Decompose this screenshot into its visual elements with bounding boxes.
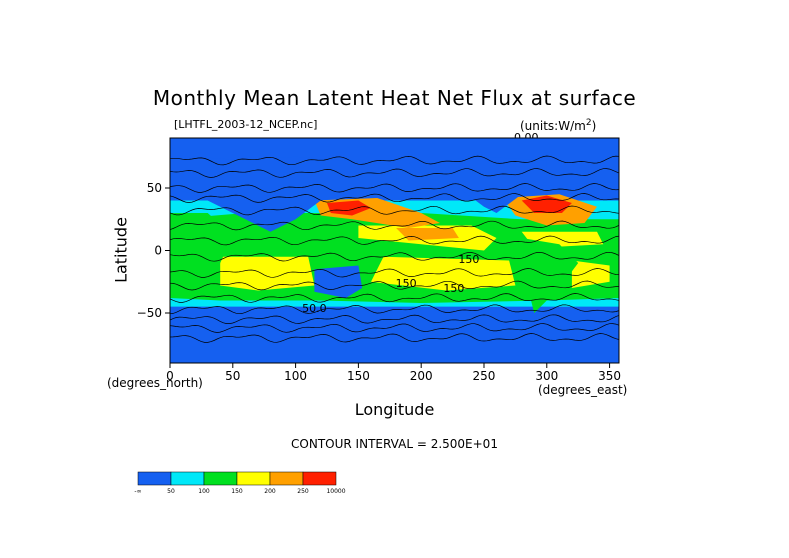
contour-line <box>170 293 619 303</box>
contour-label: 150 <box>396 277 417 290</box>
land-australia <box>314 265 363 298</box>
colorbar-tick-label: 10000 <box>326 488 345 495</box>
x-tick-label: 300 <box>535 369 558 383</box>
contour-lines <box>170 155 619 343</box>
colorbar-swatch <box>170 471 205 486</box>
contour-labels: 150 150 150 50.0 <box>302 253 479 315</box>
contour-label: 150 <box>458 253 479 266</box>
contour-line <box>170 304 619 315</box>
colorbar-swatch <box>236 471 271 486</box>
x-axis: 0 50 100 150 200 250 300 350 <box>166 363 621 383</box>
x-units-label-east: (degrees_east) <box>538 383 628 397</box>
colorbar-tick-label: 200 <box>264 488 276 495</box>
x-tick-label: 150 <box>347 369 370 383</box>
contour-line <box>170 220 619 231</box>
x-tick-label: 0 <box>166 369 174 383</box>
band-yellow-indian <box>220 256 315 291</box>
contour-line <box>170 155 619 166</box>
x-tick-label: 50 <box>225 369 240 383</box>
contour-label: 150 <box>443 282 464 295</box>
y-tick-label: 0 <box>154 244 162 258</box>
y-tick-label: 50 <box>147 181 162 195</box>
contour-line <box>170 314 619 324</box>
contour-interval-label: CONTOUR INTERVAL = 2.500E+01 <box>291 437 498 451</box>
land-eurasia <box>170 156 397 232</box>
colorbar-tick-label: -∞ <box>134 488 141 495</box>
y-tick-label: −50 <box>137 306 162 320</box>
colorbar-swatch <box>302 471 337 486</box>
x-tick-label: 250 <box>473 369 496 383</box>
contour-line <box>170 280 619 291</box>
y-axis: 50 0 −50 <box>137 181 170 320</box>
contour-line <box>170 193 619 203</box>
x-tick-label: 100 <box>284 369 307 383</box>
chart-title: Monthly Mean Latent Heat Net Flux at sur… <box>152 86 637 110</box>
band-orange-npac-sub <box>396 228 459 241</box>
land-north-america <box>408 156 547 213</box>
file-label: [LHTFL_2003-12_NCEP.nc] <box>174 118 318 131</box>
x-units-label: (degrees_north) <box>107 376 203 390</box>
x-tick-label: 350 <box>598 369 621 383</box>
colorbar-swatch <box>137 471 172 486</box>
flux-bands <box>170 140 619 363</box>
land-africa <box>170 213 233 293</box>
units-label: (units:W/m2) <box>520 118 597 133</box>
contour-line <box>170 235 619 246</box>
colorbar-swatch <box>269 471 304 486</box>
contour-line <box>170 268 619 278</box>
contour-line <box>170 251 619 262</box>
contour-line <box>170 333 619 343</box>
x-axis-label: Longitude <box>354 400 435 419</box>
contour-line <box>170 323 619 333</box>
colorbar-tick-label: 150 <box>231 488 243 495</box>
contour-label: 50.0 <box>302 302 327 315</box>
land-antarctica <box>170 335 619 363</box>
contour-line <box>170 183 619 193</box>
colorbar-swatch <box>203 471 238 486</box>
band-red-npac <box>327 200 371 216</box>
colorbar-tick-label: 250 <box>297 488 309 495</box>
colorbar-tick-label: 50 <box>167 488 175 495</box>
plot-area <box>170 138 619 363</box>
y-axis-label: Latitude <box>111 217 131 283</box>
x-tick-label: 200 <box>410 369 433 383</box>
units-exponent: 2 <box>585 118 592 128</box>
band-yellow-satl <box>571 260 610 288</box>
contour-line <box>170 205 619 216</box>
colorbar-tick-label: 100 <box>198 488 210 495</box>
contour-line <box>170 168 619 178</box>
colorbar: -∞ 50 100 150 200 250 10000 <box>134 471 346 495</box>
